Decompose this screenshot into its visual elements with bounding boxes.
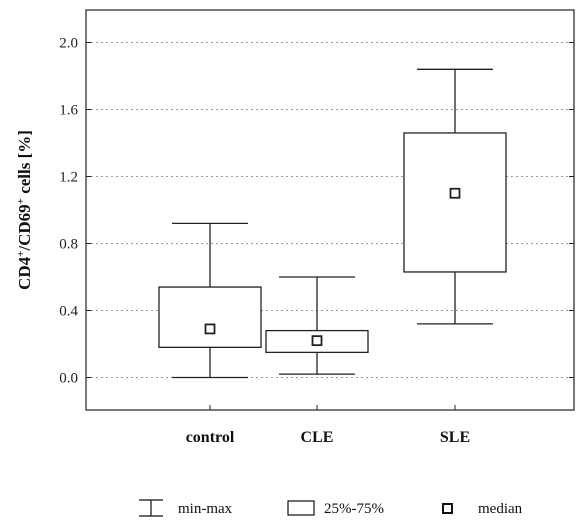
legend-iqr-label: 25%-75% xyxy=(324,501,384,517)
legend-minmax-label: min-max xyxy=(178,501,233,517)
legend-iqr-icon xyxy=(287,500,315,516)
median-marker xyxy=(204,323,216,335)
median-marker xyxy=(449,187,461,199)
y-tick-label: 2.0 xyxy=(59,36,78,52)
x-category-label: SLE xyxy=(440,429,470,446)
y-tick-label: 1.2 xyxy=(59,170,78,186)
legend: min-max 25%-75% median xyxy=(139,499,523,517)
box-control xyxy=(158,222,262,379)
x-category-label: CLE xyxy=(301,429,334,446)
y-title-end: cells [%] xyxy=(15,130,34,198)
legend-median-label: median xyxy=(478,501,523,517)
legend-median-icon xyxy=(442,503,453,514)
y-tick-label: 1.6 xyxy=(59,103,78,119)
x-axis-category-labels: control CLE SLE xyxy=(186,405,470,446)
iqr-box xyxy=(158,286,262,348)
box-sle xyxy=(403,68,507,325)
y-title-main: CD4 xyxy=(15,256,34,290)
y-tick-label: 0.0 xyxy=(59,371,78,387)
y-title-mid: /CD69 xyxy=(15,204,34,251)
y-tick-label: 0.4 xyxy=(59,304,78,320)
x-category-label: control xyxy=(186,429,235,446)
box-cle xyxy=(265,276,369,375)
legend-minmax-icon xyxy=(139,499,163,517)
y-title-sup2: + xyxy=(15,198,27,204)
y-axis-ticks: 0.0 0.4 0.8 1.2 1.6 2.0 xyxy=(59,36,574,387)
plot-frame xyxy=(85,9,575,411)
y-axis-title: CD4+/CD69+ cells [%] xyxy=(15,130,34,290)
y-tick-label: 0.8 xyxy=(59,237,78,253)
iqr-box xyxy=(403,132,507,273)
box-series xyxy=(158,68,507,379)
median-marker xyxy=(311,335,323,347)
y-title-sup1: + xyxy=(15,251,27,257)
